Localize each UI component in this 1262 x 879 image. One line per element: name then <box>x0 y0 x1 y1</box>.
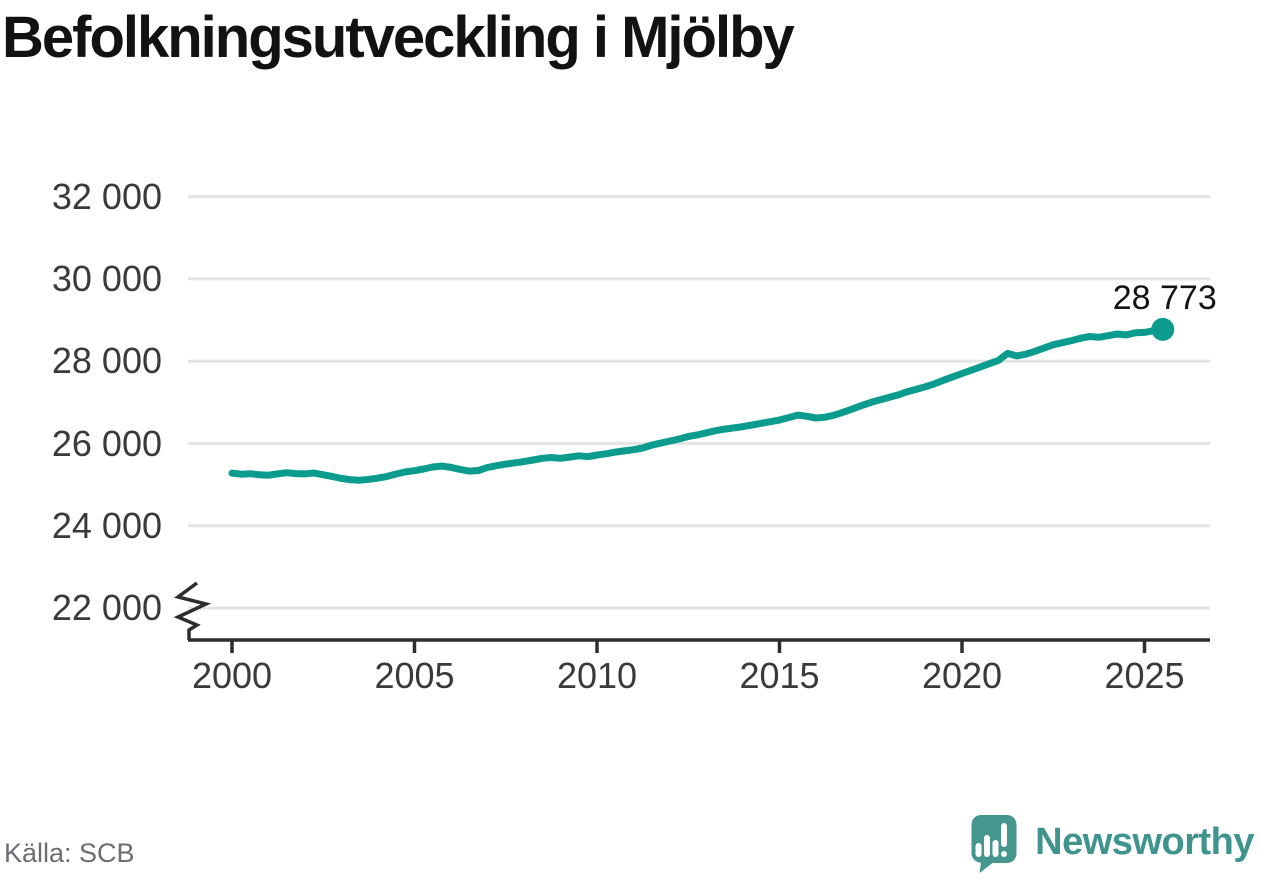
x-axis-tick-label: 2000 <box>191 655 273 696</box>
data-series <box>228 317 1175 484</box>
y-axis-tick-label: 32 000 <box>51 175 162 217</box>
logo-bar-1 <box>975 843 982 857</box>
y-axis-tick-label: 22 000 <box>51 587 162 629</box>
gridlines <box>188 195 1210 610</box>
x-axis <box>173 581 1210 653</box>
x-axis-ticks <box>230 641 1147 653</box>
latest-value-label: 28 773 <box>1112 279 1217 318</box>
newsworthy-branding: Newsworthy <box>964 810 1254 874</box>
y-axis-tick-label: 26 000 <box>51 422 162 464</box>
x-axis-tick-label: 2015 <box>739 655 820 696</box>
y-axis-tick-label: 24 000 <box>51 504 162 546</box>
x-axis-tick-label: 2020 <box>921 655 1003 696</box>
x-axis-tick-label: 2010 <box>556 655 638 696</box>
latest-value-dot <box>1151 317 1175 341</box>
x-axis-tick-label: 2025 <box>1104 655 1185 696</box>
newsworthy-logo-icon <box>971 815 1017 873</box>
logo-bar-3 <box>992 840 999 857</box>
y-axis-break-icon <box>173 581 212 640</box>
page-title: Befolkningsutveckling i Mjölby <box>2 5 795 70</box>
population-line <box>228 325 1167 484</box>
logo-exclamation-dot <box>1001 851 1008 857</box>
newsworthy-wordmark: Newsworthy <box>1035 821 1254 863</box>
y-axis-tick-label: 28 000 <box>51 340 162 382</box>
logo-bar-2 <box>984 835 991 857</box>
x-axis-tick-label: 2005 <box>374 655 455 696</box>
logo-exclamation-bar <box>1001 823 1008 847</box>
y-axis-tick-label: 30 000 <box>51 257 162 299</box>
source-note: Källa: SCB <box>4 838 135 868</box>
